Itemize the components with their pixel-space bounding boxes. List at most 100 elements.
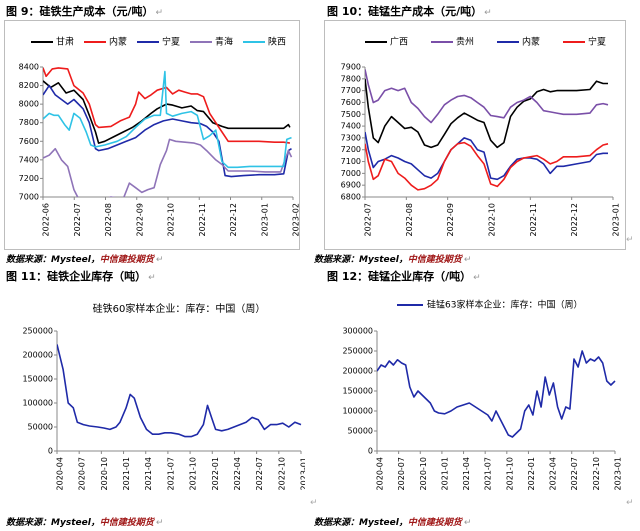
legend-label: 广西 bbox=[390, 36, 408, 48]
x-tick-label: 2022-11 bbox=[529, 203, 538, 236]
y-tick-label: 0 bbox=[48, 447, 53, 456]
x-tick-label: 2021-07 bbox=[484, 457, 493, 490]
para-mark: ↵ bbox=[626, 235, 634, 245]
x-tick-label: 2023-01 bbox=[300, 457, 306, 490]
x-tick-label: 2022-01 bbox=[527, 457, 536, 490]
y-tick-label: 50000 bbox=[28, 423, 53, 432]
x-tick-label: 2022-08 bbox=[104, 203, 113, 236]
source-note: 数据来源：Mysteel，中信建投期货 ↵ bbox=[6, 518, 164, 528]
y-tick-label: 7200 bbox=[19, 174, 39, 183]
x-tick-label: 2020-07 bbox=[78, 457, 87, 490]
y-tick-label: 6800 bbox=[341, 193, 361, 202]
x-tick-label: 2021-10 bbox=[189, 457, 198, 490]
y-tick-label: 7000 bbox=[341, 169, 361, 178]
y-tick-label: 7800 bbox=[341, 74, 361, 83]
figure-caption: 图 9：硅铁生产成本（元/吨） ↵ bbox=[6, 5, 164, 18]
series-line-陕西 bbox=[43, 70, 292, 169]
x-tick-label: 2020-10 bbox=[419, 457, 428, 490]
y-tick-label: 150000 bbox=[342, 387, 373, 396]
x-tick-label: 2023-01 bbox=[614, 457, 623, 490]
y-tick-label: 250000 bbox=[22, 327, 53, 336]
y-tick-label: 200000 bbox=[342, 367, 373, 376]
x-tick-label: 2022-07 bbox=[73, 203, 82, 236]
x-tick-label: 2022-09 bbox=[446, 203, 455, 236]
legend-label: 宁夏 bbox=[162, 36, 180, 48]
x-tick-label: 2023-01 bbox=[612, 203, 621, 236]
x-tick-label: 2022-01 bbox=[211, 457, 220, 490]
legend-label: 硅锰63家样本企业：库存：中国（周） bbox=[427, 299, 582, 311]
x-tick-label: 2021-04 bbox=[462, 457, 471, 490]
x-tick-label: 2022-09 bbox=[135, 203, 144, 236]
legend-label: 内蒙 bbox=[522, 36, 540, 48]
series-line-main bbox=[57, 344, 302, 438]
x-tick-label: 2021-01 bbox=[122, 457, 131, 490]
chart-panel: 0 50000 100000 150000 200000 250000 2020-04 202… bbox=[4, 286, 306, 510]
y-tick-label: 100000 bbox=[22, 399, 53, 408]
series-line-宁夏 bbox=[365, 141, 609, 191]
x-tick-label: 2020-04 bbox=[56, 457, 65, 490]
x-tick-label: 2020-07 bbox=[397, 457, 406, 490]
chart-panel: 0 50000 100000 150000 200000 250000 300000 2020… bbox=[324, 286, 626, 510]
x-tick-label: 2022-10 bbox=[488, 203, 497, 236]
y-tick-label: 50000 bbox=[348, 427, 373, 436]
y-tick-label: 100000 bbox=[342, 407, 373, 416]
source-note: 数据来源：Mysteel，中信建投期货 ↵ bbox=[314, 255, 472, 265]
line-chart: 0 50000 100000 150000 200000 250000 2020-04 202… bbox=[22, 302, 306, 490]
y-tick-label: 7400 bbox=[19, 155, 39, 164]
y-tick-label: 200000 bbox=[22, 351, 53, 360]
y-tick-label: 7800 bbox=[19, 118, 39, 127]
legend-label: 宁夏 bbox=[588, 36, 606, 48]
x-tick-label: 2022-06 bbox=[42, 203, 51, 236]
x-tick-label: 2022-04 bbox=[549, 457, 558, 490]
figure-caption: 图 10：硅锰生产成本（元/吨） ↵ bbox=[327, 5, 492, 18]
y-tick-label: 7300 bbox=[341, 133, 361, 142]
series-line-广西 bbox=[365, 78, 608, 149]
y-tick-label: 7600 bbox=[341, 98, 361, 107]
y-tick-label: 7200 bbox=[341, 145, 361, 154]
y-tick-label: 7600 bbox=[19, 137, 39, 146]
series-line-甘肃 bbox=[43, 80, 291, 144]
x-tick-label: 2022-11 bbox=[198, 203, 207, 236]
line-chart: 6800 6900 7000 7100 7200 7300 7400 7500 7600 7700… bbox=[341, 36, 621, 237]
legend-label: 陕西 bbox=[268, 36, 286, 48]
chart-panel: 7000 7200 7400 7600 7800 8000 8200 8400 2022-06 2… bbox=[4, 20, 300, 250]
y-tick-label: 300000 bbox=[342, 327, 373, 336]
x-tick-label: 2022-10 bbox=[277, 457, 286, 490]
x-tick-label: 2020-04 bbox=[376, 457, 385, 490]
y-tick-label: 0 bbox=[368, 447, 373, 456]
x-tick-label: 2022-12 bbox=[570, 203, 579, 236]
figure-caption: 图 12：硅锰企业库存（/吨） ↵ bbox=[327, 270, 481, 283]
y-tick-label: 7700 bbox=[341, 86, 361, 95]
y-tick-label: 7400 bbox=[341, 122, 361, 131]
series-line-青海 bbox=[43, 138, 293, 197]
y-tick-label: 7000 bbox=[19, 193, 39, 202]
legend-label: 甘肃 bbox=[56, 36, 74, 48]
y-tick-label: 150000 bbox=[22, 375, 53, 384]
y-tick-label: 7900 bbox=[341, 63, 361, 72]
series-line-内蒙 bbox=[43, 67, 291, 144]
y-tick-label: 7100 bbox=[341, 157, 361, 166]
line-chart: 0 50000 100000 150000 200000 250000 300000 2020… bbox=[342, 299, 623, 491]
y-tick-label: 8400 bbox=[19, 63, 39, 72]
source-note: 数据来源：Mysteel，中信建投期货 ↵ bbox=[6, 255, 164, 265]
y-tick-label: 7500 bbox=[341, 110, 361, 119]
source-note: 数据来源：Mysteel，中信建投期货 ↵ bbox=[314, 518, 472, 528]
x-tick-label: 2023-01 bbox=[260, 203, 269, 236]
x-tick-label: 2022-07 bbox=[255, 457, 264, 490]
line-chart: 7000 7200 7400 7600 7800 8000 8200 8400 2022-06 2… bbox=[19, 36, 300, 237]
para-mark: ↵ bbox=[626, 498, 634, 508]
x-tick-label: 2022-10 bbox=[592, 457, 601, 490]
y-tick-label: 8200 bbox=[19, 81, 39, 90]
para-mark: ↵ bbox=[310, 498, 318, 508]
y-tick-label: 250000 bbox=[342, 347, 373, 356]
x-tick-label: 2022-10 bbox=[167, 203, 176, 236]
x-tick-label: 2022-07 bbox=[570, 457, 579, 490]
legend-label: 贵州 bbox=[456, 36, 474, 48]
y-tick-label: 6900 bbox=[341, 181, 361, 190]
x-tick-label: 2021-07 bbox=[166, 457, 175, 490]
x-tick-label: 2021-04 bbox=[144, 457, 153, 490]
x-tick-label: 2023-02 bbox=[292, 203, 300, 236]
y-tick-label: 8000 bbox=[19, 100, 39, 109]
legend-label: 内蒙 bbox=[109, 36, 127, 48]
x-tick-label: 2021-10 bbox=[505, 457, 514, 490]
